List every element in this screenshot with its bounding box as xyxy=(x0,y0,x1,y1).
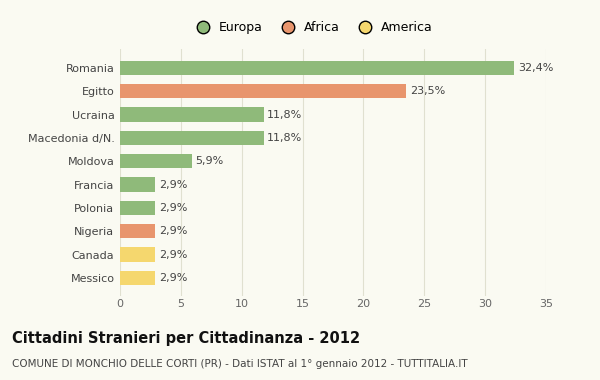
Bar xyxy=(120,201,155,215)
Bar xyxy=(120,131,263,145)
Text: 5,9%: 5,9% xyxy=(196,156,224,166)
Text: 2,9%: 2,9% xyxy=(159,226,187,236)
Text: 32,4%: 32,4% xyxy=(518,63,553,73)
Text: COMUNE DI MONCHIO DELLE CORTI (PR) - Dati ISTAT al 1° gennaio 2012 - TUTTITALIA.: COMUNE DI MONCHIO DELLE CORTI (PR) - Dat… xyxy=(12,359,467,369)
Bar xyxy=(120,154,192,168)
Bar xyxy=(120,271,155,285)
Bar xyxy=(120,61,514,75)
Text: 2,9%: 2,9% xyxy=(159,250,187,260)
Bar xyxy=(120,224,155,239)
Text: 23,5%: 23,5% xyxy=(410,86,445,96)
Bar xyxy=(120,247,155,262)
Bar xyxy=(120,177,155,192)
Text: 2,9%: 2,9% xyxy=(159,203,187,213)
Text: Cittadini Stranieri per Cittadinanza - 2012: Cittadini Stranieri per Cittadinanza - 2… xyxy=(12,331,360,345)
Bar xyxy=(120,84,406,98)
Text: 11,8%: 11,8% xyxy=(267,109,302,120)
Text: 11,8%: 11,8% xyxy=(267,133,302,143)
Text: 2,9%: 2,9% xyxy=(159,273,187,283)
Text: 2,9%: 2,9% xyxy=(159,180,187,190)
Legend: Europa, Africa, America: Europa, Africa, America xyxy=(185,16,438,39)
Bar xyxy=(120,107,263,122)
